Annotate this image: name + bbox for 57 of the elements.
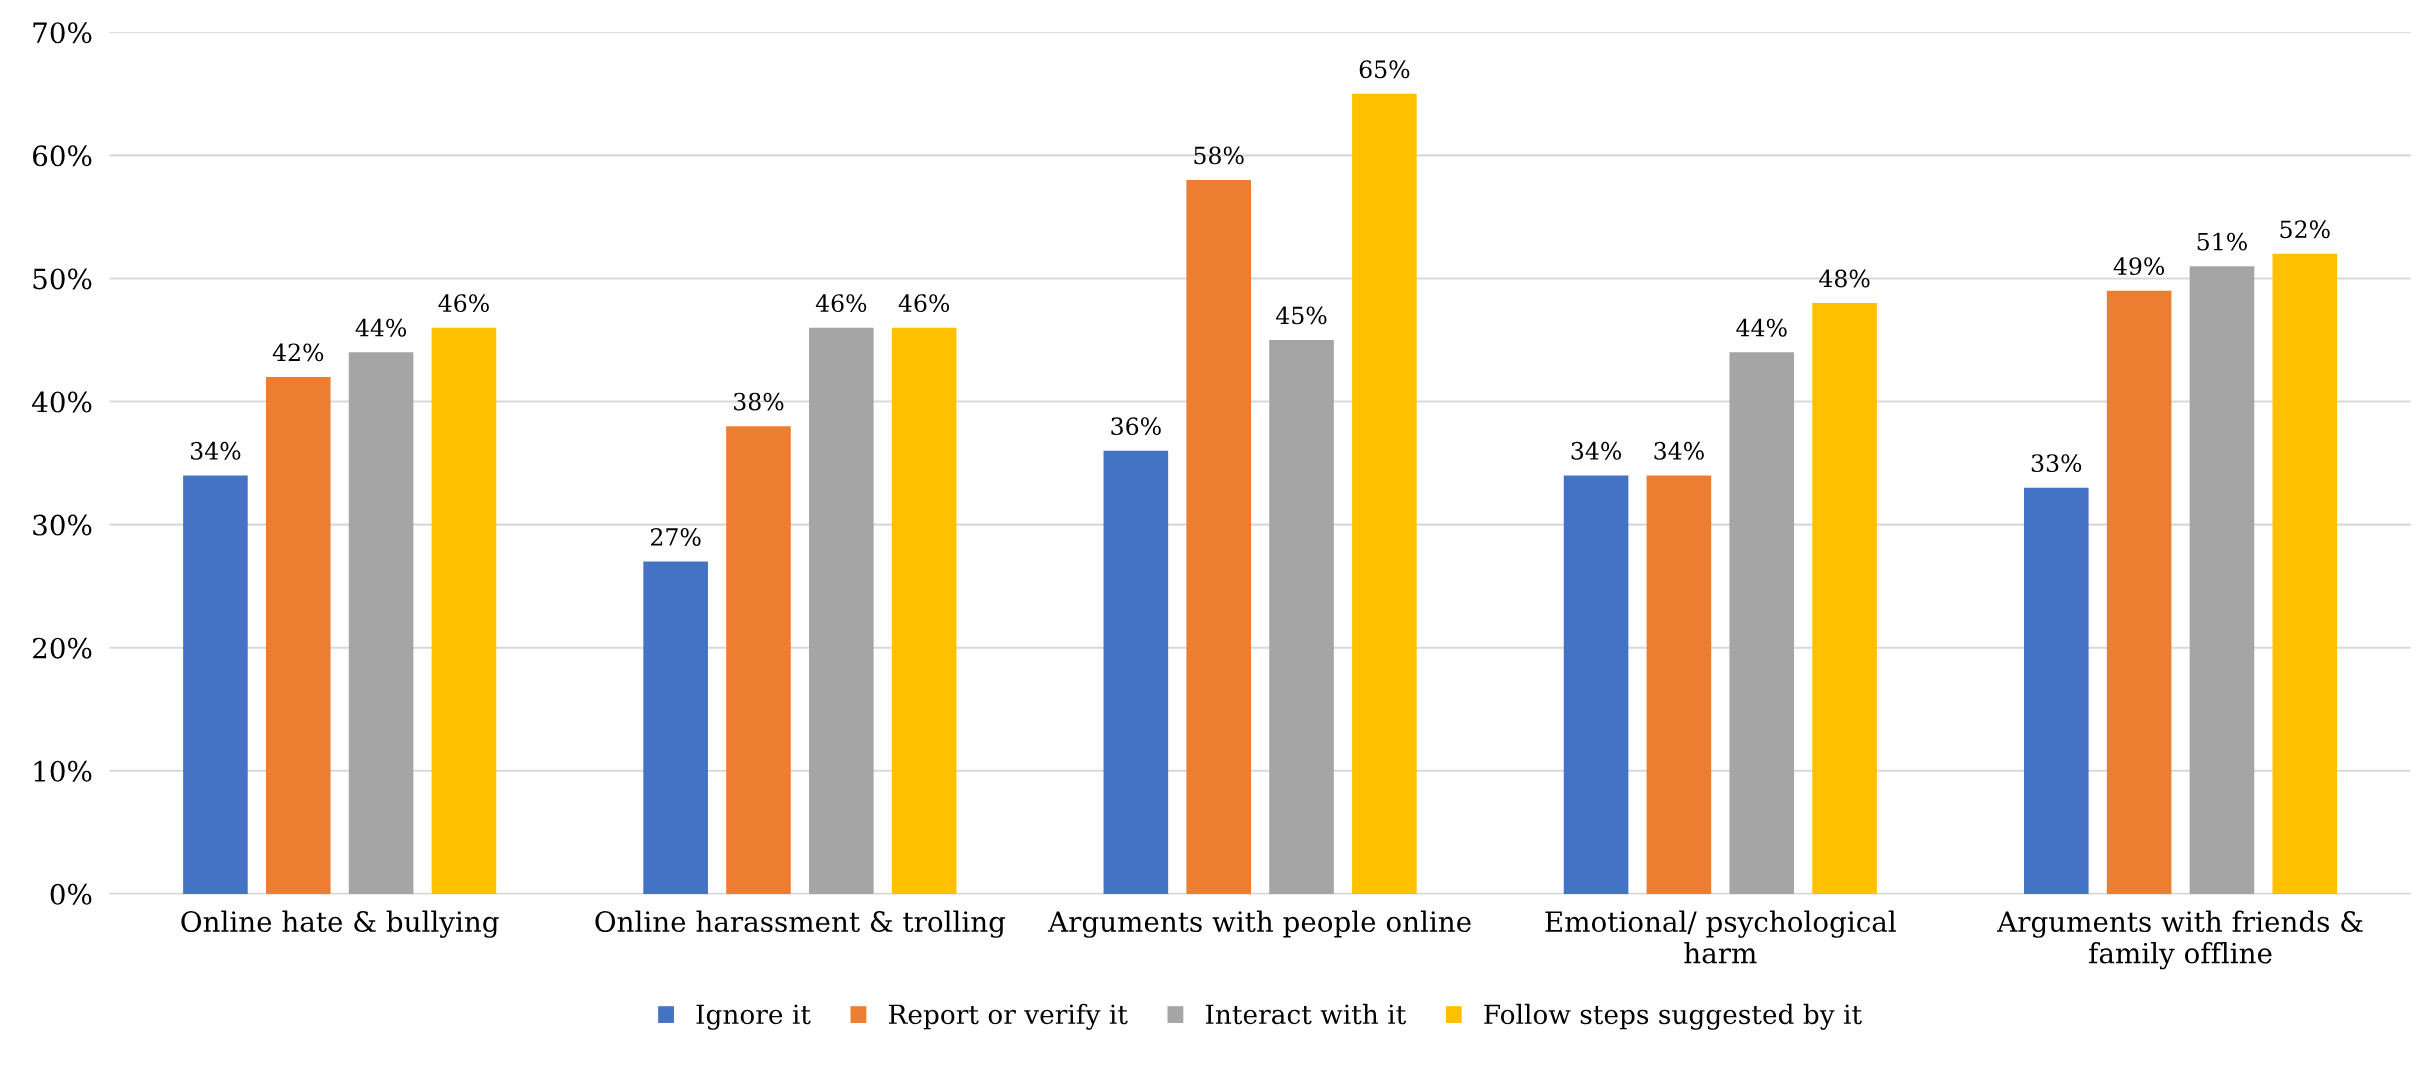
bar: [1729, 352, 1795, 894]
data-label: 46%: [438, 294, 489, 313]
bar: [348, 352, 414, 894]
legend-label: Follow steps suggested by it: [1484, 1003, 1862, 1030]
data-label: 46%: [898, 294, 950, 313]
y-tick-label: 30%: [33, 514, 92, 536]
y-tick-label: 10%: [34, 760, 92, 782]
bar: [809, 327, 874, 894]
data-label: 52%: [2280, 220, 2330, 239]
x-tick-label: Arguments with friends & family offline: [1996, 910, 2363, 970]
bar: [265, 376, 331, 894]
bar: [1103, 450, 1169, 894]
bar: [1812, 303, 1877, 894]
bar: [1352, 93, 1417, 894]
bar: [431, 327, 497, 894]
x-tick-label: Online hate & bullying: [181, 910, 499, 938]
bar: [1563, 475, 1629, 894]
bar: [891, 327, 957, 894]
data-label: 34%: [1571, 441, 1622, 460]
legend-label: Interact with it: [1205, 1003, 1407, 1025]
bar: [726, 426, 791, 894]
data-label: 65%: [1359, 60, 1410, 79]
data-label: 46%: [815, 294, 867, 313]
legend-label: Report or verify it: [888, 1003, 1128, 1030]
y-tick-label: 40%: [32, 391, 92, 413]
bar: [1269, 340, 1334, 894]
bar: [183, 475, 248, 894]
bar: [2272, 253, 2338, 894]
bar: [2189, 266, 2255, 894]
data-label: 27%: [651, 528, 701, 546]
data-label: 34%: [190, 441, 241, 460]
bar: [2023, 487, 2089, 894]
data-label: 38%: [734, 392, 784, 411]
data-label: 44%: [1736, 318, 1787, 337]
x-tick-label: Arguments with people online: [1047, 910, 1471, 938]
x-tick-label: Emotional/ psychological harm: [1545, 910, 1896, 964]
bar: [1646, 475, 1712, 894]
data-label: 44%: [355, 318, 407, 337]
bar: [643, 561, 708, 894]
data-label: 34%: [1654, 441, 1704, 460]
data-label: 49%: [2113, 257, 2165, 276]
data-label: 51%: [2197, 232, 2247, 251]
data-label: 42%: [272, 343, 324, 362]
bar: [2106, 290, 2172, 894]
y-tick-label: 60%: [33, 145, 92, 167]
data-label: 33%: [2031, 454, 2082, 473]
legend-label: Ignore it: [696, 1004, 811, 1030]
y-tick-label: 50%: [33, 268, 92, 290]
data-label: 45%: [1276, 306, 1327, 325]
y-tick-label: 70%: [33, 22, 92, 44]
data-label: 48%: [1819, 269, 1870, 288]
x-tick-label: Online harassment & trolling: [595, 910, 1006, 938]
y-tick-label: 0%: [50, 883, 92, 905]
data-label: 36%: [1111, 417, 1161, 436]
y-tick-label: 20%: [33, 637, 92, 659]
bar: [1186, 180, 1251, 894]
data-label: 58%: [1194, 146, 1244, 165]
